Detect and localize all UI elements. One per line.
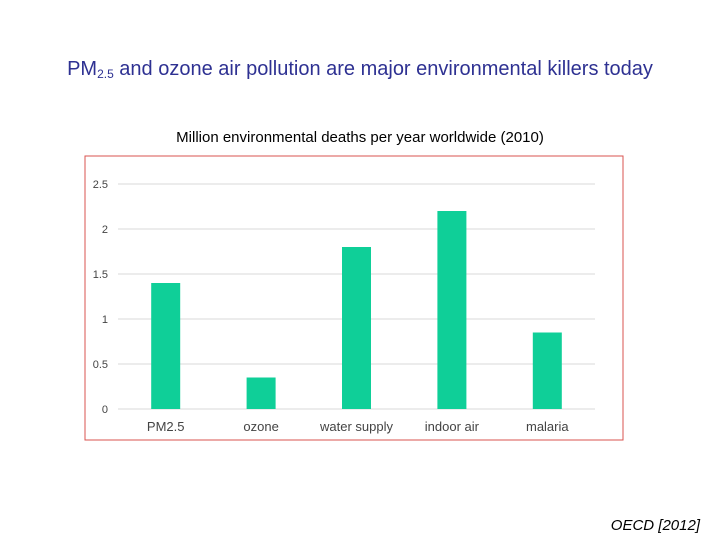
x-tick-label: PM2.5 bbox=[147, 419, 185, 434]
slide-title-rest: and ozone air pollution are major enviro… bbox=[113, 58, 653, 80]
y-tick-label: 2.5 bbox=[93, 179, 108, 191]
source-citation: OECD [2012] bbox=[610, 517, 700, 534]
bars bbox=[151, 211, 562, 409]
x-tick-label: water supply bbox=[319, 419, 393, 434]
y-tick-label: 0.5 bbox=[93, 359, 108, 371]
x-tick-label: ozone bbox=[243, 419, 278, 434]
y-tick-label: 1 bbox=[102, 314, 108, 326]
slide-title-subscript: 2.5 bbox=[97, 67, 114, 81]
y-tick-label: 1.5 bbox=[93, 269, 108, 281]
x-tick-label: malaria bbox=[526, 419, 569, 434]
bar-pm2-5 bbox=[151, 283, 181, 409]
y-tick-label: 2 bbox=[102, 224, 108, 236]
bar-indoor-air bbox=[437, 211, 467, 409]
chart-frame bbox=[84, 155, 624, 441]
bar-water-supply bbox=[342, 247, 371, 409]
y-axis-ticks: 0 0.5 1 1.5 2 2.5 bbox=[93, 179, 108, 416]
slide-title-prefix: PM bbox=[67, 58, 98, 80]
bar-ozone bbox=[246, 377, 276, 409]
y-tick-label: 0 bbox=[102, 404, 108, 416]
x-tick-label: indoor air bbox=[425, 419, 480, 434]
chart-title: Million environmental deaths per year wo… bbox=[176, 129, 544, 146]
x-axis-ticks: PM2.5 ozone water supply indoor air malaria bbox=[147, 419, 569, 434]
bar-malaria bbox=[532, 332, 562, 409]
slide-title: PM2.5 and ozone air pollution are major … bbox=[0, 58, 720, 81]
